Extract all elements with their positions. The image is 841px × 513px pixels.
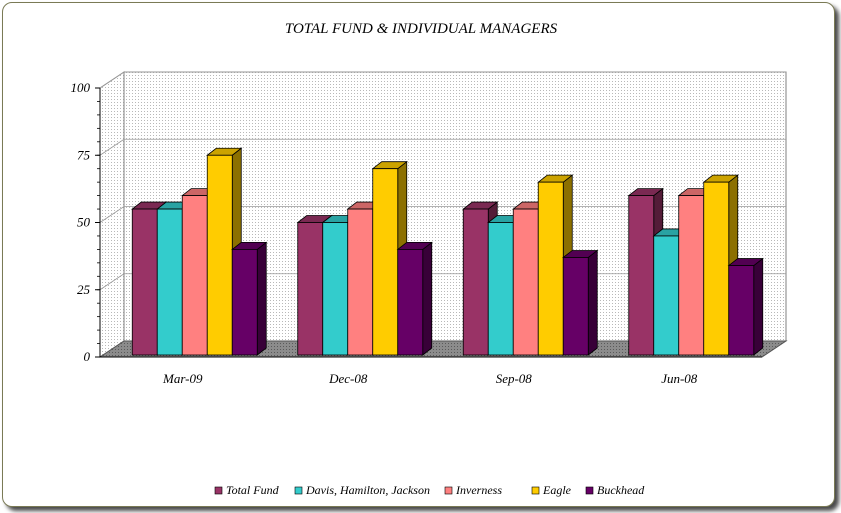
y-tick-label: 0 (84, 349, 91, 364)
bar (562, 249, 599, 356)
bars (131, 147, 764, 356)
bar-front (462, 208, 489, 356)
bar-front (562, 257, 589, 356)
legend-swatch (294, 486, 303, 495)
bar (231, 241, 268, 356)
bar-front (537, 181, 564, 356)
legend-label: Total Fund (226, 483, 280, 497)
y-tick-label: 75 (77, 147, 91, 162)
bar-side (587, 249, 598, 356)
legend-label: Davis, Hamilton, Jackson (305, 483, 430, 497)
bar-front (728, 265, 755, 356)
bar (727, 257, 764, 356)
bar-front (231, 248, 258, 356)
bar-front (206, 154, 233, 356)
gridline (99, 138, 786, 156)
bar-front (512, 208, 539, 356)
bar-side (256, 241, 267, 356)
chart-title: TOTAL FUND & INDIVIDUAL MANAGERS (285, 21, 558, 37)
bar-side (422, 241, 433, 356)
legend-item: Total Fund (214, 483, 280, 497)
bar (206, 147, 243, 356)
bar-front (347, 208, 374, 356)
bar (396, 241, 433, 356)
bar-front (181, 195, 208, 356)
bar-front (678, 195, 705, 356)
bar-front (397, 248, 424, 356)
y-tick-label: 25 (77, 282, 91, 297)
legend-label: Buckhead (597, 483, 645, 497)
bar-front (703, 181, 730, 356)
legend-item: Davis, Hamilton, Jackson (294, 483, 430, 497)
bar-front (372, 168, 399, 356)
bar-side (753, 257, 764, 356)
y-tick-label: 50 (77, 215, 91, 230)
bar-front (653, 235, 680, 356)
y-axis-ticks: 0 25 50 75 100 (71, 80, 100, 364)
legend-label: Eagle (542, 483, 572, 497)
legend-label: Inverness (455, 483, 502, 497)
bar-front (628, 195, 655, 356)
legend-item: Eagle (531, 483, 572, 497)
legend-swatch (531, 486, 540, 495)
y-tick-label: 100 (71, 80, 91, 95)
legend-swatch (214, 486, 223, 495)
x-tick-label: Sep-08 (496, 371, 533, 386)
x-tick-label: Mar-09 (162, 371, 203, 386)
bar-front (322, 222, 349, 356)
x-tick-label: Dec-08 (328, 371, 368, 386)
bar-front (131, 208, 158, 356)
bar-front (487, 222, 514, 356)
legend-item: Inverness (444, 483, 502, 497)
x-tick-label: Jun-08 (661, 371, 698, 386)
bar-front (297, 222, 324, 356)
legend-item: Buckhead (585, 483, 645, 497)
gridline (99, 71, 786, 89)
legend-swatch (444, 486, 453, 495)
bar-front (156, 208, 183, 356)
x-axis-labels: Mar-09 Dec-08 Sep-08 Jun-08 (162, 371, 698, 386)
legend-swatch (585, 486, 594, 495)
legend: Total Fund Davis, Hamilton, Jackson Invern… (214, 483, 645, 497)
